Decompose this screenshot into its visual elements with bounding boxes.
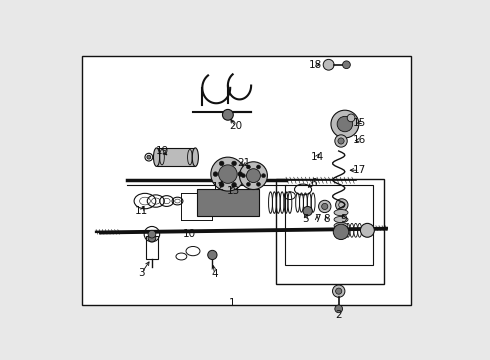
Text: 11: 11 <box>135 206 148 216</box>
Text: 5: 5 <box>302 214 309 224</box>
Text: 2: 2 <box>335 310 342 320</box>
Text: 6: 6 <box>310 178 317 188</box>
Bar <box>82 56 411 305</box>
Circle shape <box>335 135 347 147</box>
Circle shape <box>335 305 343 313</box>
Circle shape <box>336 288 342 294</box>
Text: 4: 4 <box>211 269 218 279</box>
Bar <box>285 185 372 265</box>
Text: 1: 1 <box>228 298 235 308</box>
Circle shape <box>318 200 331 213</box>
Circle shape <box>343 61 350 69</box>
Circle shape <box>331 110 359 138</box>
Text: 9: 9 <box>341 214 347 224</box>
Ellipse shape <box>334 216 348 222</box>
Text: 15: 15 <box>353 117 366 127</box>
Text: 18: 18 <box>309 60 322 70</box>
Circle shape <box>242 174 245 177</box>
Circle shape <box>211 157 245 191</box>
Circle shape <box>240 162 268 189</box>
Circle shape <box>333 224 349 239</box>
Circle shape <box>148 234 156 242</box>
Circle shape <box>361 223 374 237</box>
Text: 14: 14 <box>310 152 323 162</box>
Text: 13: 13 <box>227 186 240 196</box>
Text: 3: 3 <box>139 267 145 278</box>
Ellipse shape <box>334 222 348 229</box>
Ellipse shape <box>336 199 348 211</box>
Circle shape <box>208 250 217 260</box>
Text: 21: 21 <box>237 158 250 167</box>
Circle shape <box>257 165 260 169</box>
Text: 8: 8 <box>323 214 330 224</box>
Circle shape <box>262 174 266 177</box>
Circle shape <box>246 183 250 186</box>
Circle shape <box>347 114 355 122</box>
Bar <box>146 236 158 259</box>
Circle shape <box>222 109 233 120</box>
Bar <box>276 179 384 284</box>
Ellipse shape <box>153 148 160 166</box>
Bar <box>157 148 196 166</box>
Text: 7: 7 <box>314 214 320 224</box>
Text: 17: 17 <box>353 165 366 175</box>
Text: 16: 16 <box>353 135 366 145</box>
Text: 19: 19 <box>155 146 169 156</box>
Ellipse shape <box>147 155 151 159</box>
Text: 20: 20 <box>229 121 242 131</box>
Circle shape <box>220 161 224 166</box>
Circle shape <box>213 172 218 176</box>
Circle shape <box>246 169 260 183</box>
Circle shape <box>257 183 260 186</box>
Circle shape <box>337 116 353 132</box>
Circle shape <box>219 165 237 183</box>
Circle shape <box>148 230 156 238</box>
Circle shape <box>246 165 250 169</box>
Circle shape <box>333 285 345 297</box>
Ellipse shape <box>334 210 348 216</box>
Circle shape <box>238 172 243 176</box>
Circle shape <box>220 183 224 187</box>
Circle shape <box>338 138 344 144</box>
Text: 10: 10 <box>183 229 196 239</box>
Circle shape <box>232 161 236 166</box>
Circle shape <box>232 183 236 187</box>
Bar <box>197 189 259 216</box>
Circle shape <box>321 203 328 210</box>
Text: 12: 12 <box>212 182 225 192</box>
Circle shape <box>323 59 334 70</box>
Circle shape <box>303 206 312 216</box>
Ellipse shape <box>192 148 198 166</box>
